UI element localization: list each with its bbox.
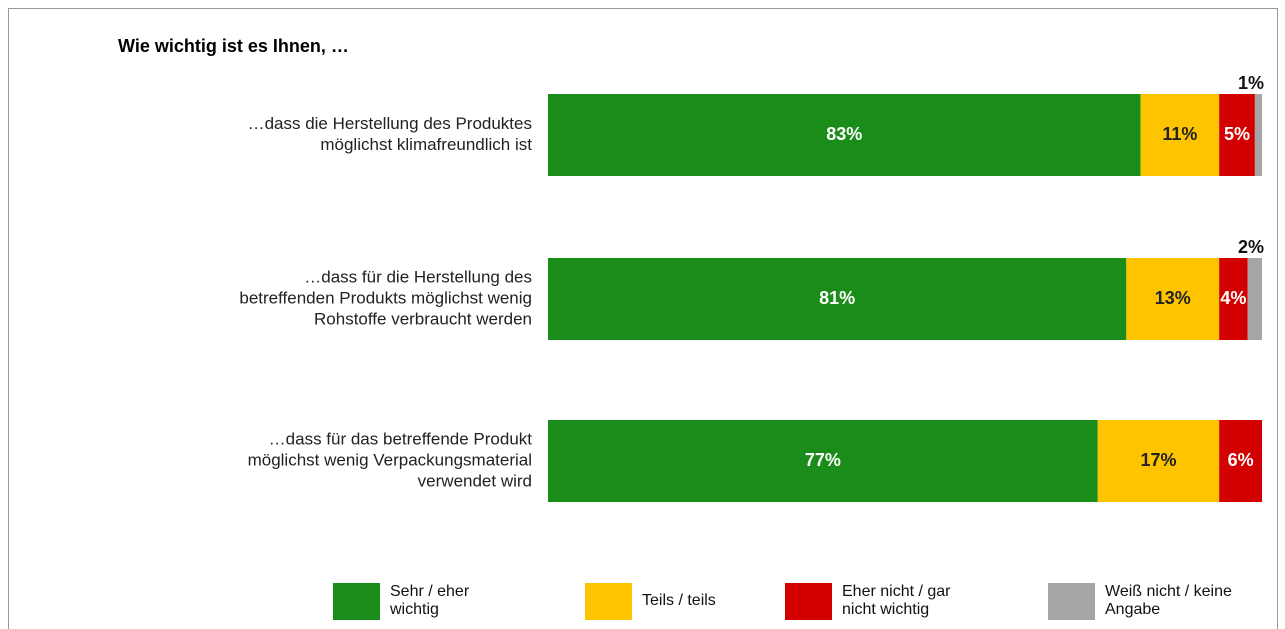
category-label: möglichst klimafreundlich ist [320,135,532,154]
bar-segment [1219,94,1255,176]
legend-label: Teils / teils [642,592,716,609]
legend-label: Eher nicht / gar nicht wichtig [842,583,951,618]
value-label: 2% [1238,237,1264,257]
bar-segment [1247,258,1262,340]
value-label: 1% [1238,73,1264,93]
category-label: Rohstoffe verbraucht werden [314,309,532,328]
legend-swatch [785,583,832,620]
value-label: 17% [1140,450,1176,470]
category-label: …dass für das betreffende Produkt [269,429,533,448]
frame [8,8,1278,629]
category-label: …dass für die Herstellung des [304,267,532,286]
value-label: 81% [819,288,855,308]
bar-segment [1126,258,1220,340]
chart-title: Wie wichtig ist es Ihnen, … [118,36,349,56]
value-label: 83% [826,124,862,144]
legend-label: Sehr / eher wichtig [390,583,470,618]
bar-segment [548,420,1098,502]
value-label: 5% [1224,124,1250,144]
bar-segment [1219,420,1262,502]
bar-segment [1097,420,1220,502]
legend-label: Weiß nicht / keine Angabe [1105,583,1232,618]
value-label: 13% [1155,288,1191,308]
category-label: …dass die Herstellung des Produktes [248,114,532,133]
legend-swatch [1048,583,1095,620]
category-label: betreffenden Produkts möglichst wenig [239,288,532,307]
bar-segment [548,94,1141,176]
value-label: 4% [1220,288,1246,308]
bar-segment [548,258,1127,340]
category-label: verwendet wird [418,471,532,490]
legend-swatch [333,583,380,620]
bar-segment [1254,94,1262,176]
value-label: 77% [805,450,841,470]
category-label: möglichst wenig Verpackungsmaterial [248,450,532,469]
value-label: 6% [1228,450,1254,470]
bar-segment [1219,258,1248,340]
value-label: 11% [1162,124,1197,144]
bar-segment [1140,94,1220,176]
legend-swatch [585,583,632,620]
